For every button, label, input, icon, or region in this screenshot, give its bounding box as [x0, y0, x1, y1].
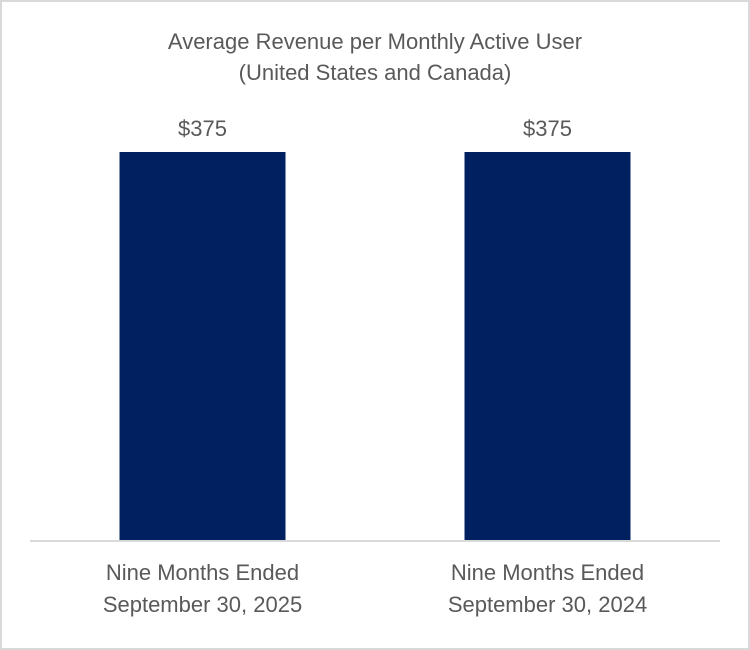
- x-tick-label-2-line-2: September 30, 2024: [448, 592, 647, 617]
- x-tick-label-1: Nine Months Ended September 30, 2025: [103, 560, 302, 617]
- chart-subtitle: (United States and Canada): [238, 60, 512, 85]
- chart-title: Average Revenue per Monthly Active User …: [0, 26, 750, 88]
- bar-2: [464, 152, 631, 540]
- data-label-1: $375: [178, 116, 227, 141]
- bar-1: [119, 152, 286, 540]
- x-tick-label-1-line-1: Nine Months Ended: [106, 560, 299, 585]
- data-label-2: $375: [523, 116, 572, 141]
- x-tick-label-2-line-1: Nine Months Ended: [451, 560, 644, 585]
- x-tick-label-2: Nine Months Ended September 30, 2024: [448, 560, 647, 617]
- chart-title-main: Average Revenue per Monthly Active User: [167, 29, 583, 54]
- x-tick-label-1-line-2: September 30, 2025: [103, 592, 302, 617]
